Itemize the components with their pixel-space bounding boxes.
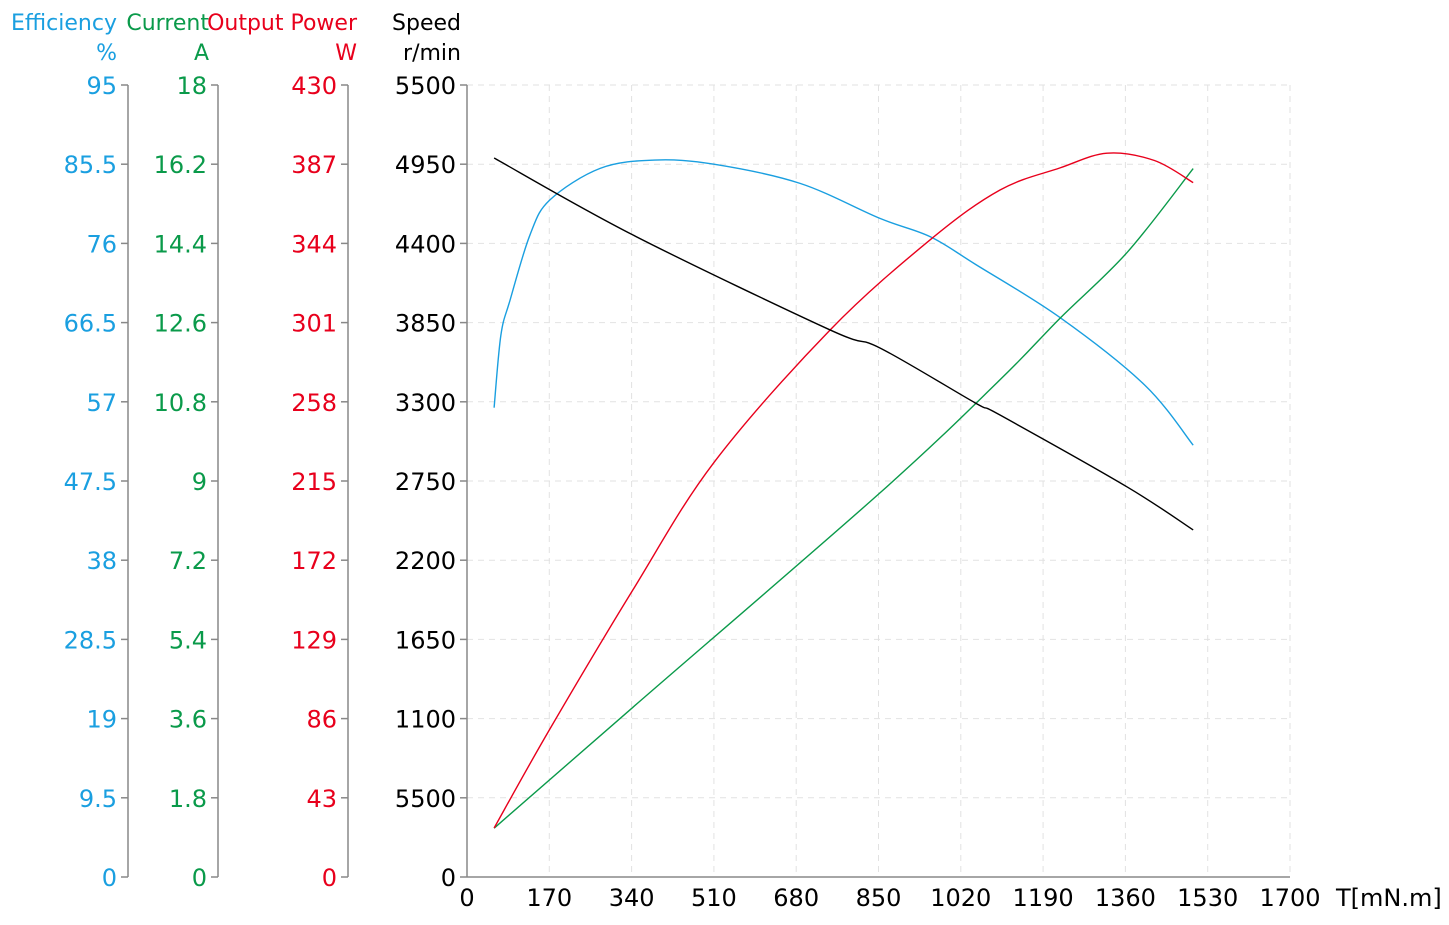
current-tick-label: 12.6 <box>154 310 207 338</box>
power-tick-label: 172 <box>291 547 337 575</box>
x-tick-label: 510 <box>691 884 737 912</box>
power-axis-unit: W <box>335 41 357 66</box>
power-tick-label: 258 <box>291 389 337 417</box>
speed-tick-label: 5500 <box>395 72 456 100</box>
efficiency-axis-title: Efficiency <box>11 11 117 36</box>
x-tick-label: 0 <box>459 884 474 912</box>
efficiency-tick-label: 76 <box>86 230 117 258</box>
speed-tick-label: 1650 <box>395 626 456 654</box>
x-tick-label: 170 <box>526 884 572 912</box>
efficiency-tick-label: 9.5 <box>79 785 117 813</box>
current-tick-label: 1.8 <box>169 785 207 813</box>
power-axis-title: Output Power <box>207 11 358 36</box>
power-tick-label: 0 <box>322 864 337 892</box>
efficiency-curve <box>493 159 1194 446</box>
efficiency-tick-label: 38 <box>86 547 117 575</box>
speed-tick-label: 3850 <box>395 310 456 338</box>
x-tick-label: 1190 <box>1013 884 1074 912</box>
x-axis-label: T[mN.m] <box>1335 884 1442 912</box>
current-curve <box>493 168 1194 829</box>
speed-tick-label: 4950 <box>395 151 456 179</box>
efficiency-tick-label: 47.5 <box>64 468 117 496</box>
current-axis-title: Current <box>126 11 209 36</box>
grid <box>467 84 1291 877</box>
x-tick-label: 1700 <box>1259 884 1320 912</box>
x-tick-label: 1020 <box>930 884 991 912</box>
current-tick-label: 9 <box>192 468 207 496</box>
current-tick-label: 16.2 <box>154 151 207 179</box>
power-curve <box>493 152 1194 829</box>
current-tick-label: 14.4 <box>154 230 207 258</box>
power-tick-label: 430 <box>291 72 337 100</box>
power-tick-label: 344 <box>291 230 337 258</box>
axes: 0 170 340 510 680 850 1020 1190 1360 1530 1700 0 9.5… <box>11 11 1321 912</box>
current-tick-label: 7.2 <box>169 547 207 575</box>
current-tick-label: 3.6 <box>169 706 207 734</box>
current-tick-label: 5.4 <box>169 626 207 654</box>
x-tick-label: 340 <box>609 884 655 912</box>
speed-tick-label: 0 <box>441 864 456 892</box>
efficiency-tick-label: 85.5 <box>64 151 117 179</box>
x-tick-label: 680 <box>773 884 819 912</box>
x-tick-label: 1530 <box>1177 884 1238 912</box>
speed-axis-title: Speed <box>392 11 461 36</box>
speed-axis-unit: r/min <box>403 41 461 66</box>
efficiency-tick-label: 0 <box>102 864 117 892</box>
speed-tick-label: 5500 <box>395 785 456 813</box>
speed-tick-label: 1100 <box>395 706 456 734</box>
power-tick-label: 301 <box>291 310 337 338</box>
efficiency-tick-label: 28.5 <box>64 626 117 654</box>
power-tick-label: 86 <box>306 706 337 734</box>
efficiency-tick-label: 57 <box>86 389 117 417</box>
current-tick-label: 10.8 <box>154 389 207 417</box>
speed-tick-label: 4400 <box>395 230 456 258</box>
current-tick-label: 0 <box>192 864 207 892</box>
current-axis-unit: A <box>194 41 209 66</box>
power-tick-label: 387 <box>291 151 337 179</box>
power-tick-label: 43 <box>306 785 337 813</box>
speed-tick-label: 2750 <box>395 468 456 496</box>
x-tick-label: 1360 <box>1095 884 1156 912</box>
speed-curve <box>493 157 1194 531</box>
current-tick-label: 18 <box>176 72 207 100</box>
efficiency-tick-label: 19 <box>86 706 117 734</box>
x-tick-label: 850 <box>856 884 902 912</box>
efficiency-tick-label: 95 <box>86 72 117 100</box>
speed-tick-label: 3300 <box>395 389 456 417</box>
power-tick-label: 129 <box>291 626 337 654</box>
power-tick-label: 215 <box>291 468 337 496</box>
speed-tick-label: 2200 <box>395 547 456 575</box>
efficiency-axis-unit: % <box>96 41 117 66</box>
efficiency-tick-label: 66.5 <box>64 310 117 338</box>
series <box>493 152 1194 829</box>
